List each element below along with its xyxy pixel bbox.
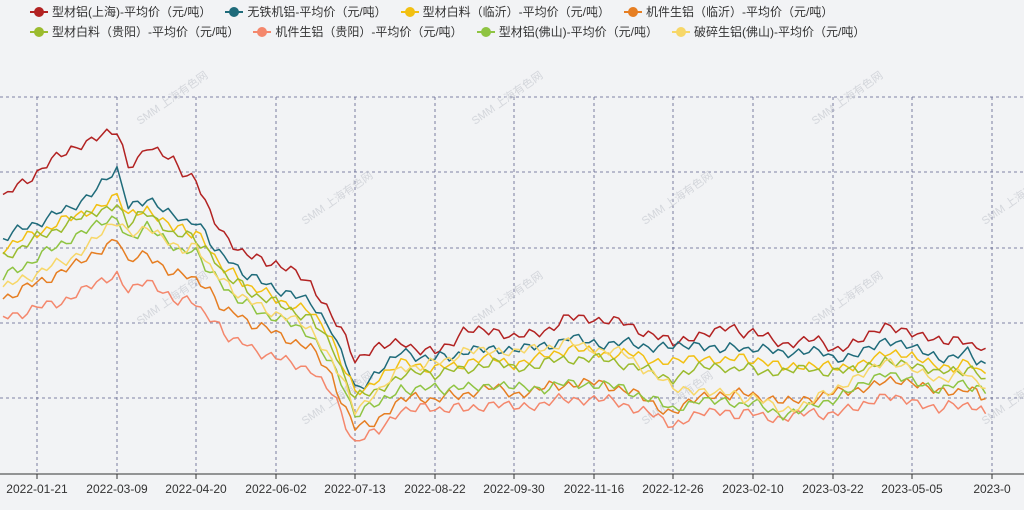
series-line	[2, 128, 986, 364]
legend-label: 无铁机铝-平均价（元/吨）	[247, 5, 387, 19]
legend-label: 型材铝(上海)-平均价（元/吨）	[52, 5, 212, 19]
watermark-text: SMM 上海有色网	[134, 68, 211, 127]
legend-item[interactable]: 型材铝(佛山)-平均价（元/吨）	[476, 23, 659, 40]
x-tick-label: 2022-11-16	[564, 482, 625, 496]
legend-item[interactable]: 型材白料（临沂）-平均价（元/吨）	[400, 3, 611, 20]
x-tick-label: 2022-03-09	[86, 482, 148, 496]
series-line	[2, 270, 987, 442]
chart-legend: 型材铝(上海)-平均价（元/吨） 无铁机铝-平均价（元/吨） 型材白料（临沂）-平均…	[30, 3, 1020, 40]
legend-label: 型材铝(佛山)-平均价（元/吨）	[498, 25, 659, 39]
legend-swatch	[30, 26, 48, 37]
legend-swatch	[672, 26, 691, 37]
legend-item[interactable]: 机件生铝（贵阳）-平均价（元/吨）	[253, 23, 463, 40]
series-line	[2, 192, 987, 396]
legend-swatch	[400, 6, 419, 17]
legend-swatch	[253, 26, 272, 37]
x-tick-label: 2022-09-30	[483, 482, 545, 496]
series-line	[2, 165, 986, 390]
x-tick-label: 2023-05-05	[881, 482, 943, 496]
x-tick-label: 2022-07-13	[324, 482, 386, 496]
legend-item[interactable]: 机件生铝（临沂）-平均价（元/吨）	[624, 3, 833, 20]
legend-swatch	[624, 6, 643, 17]
legend-label: 机件生铝（贵阳）-平均价（元/吨）	[275, 25, 463, 39]
legend-label: 破碎生铝(佛山)-平均价（元/吨）	[694, 25, 866, 39]
x-tick-label: 2022-04-20	[165, 482, 227, 496]
legend-item[interactable]: 无铁机铝-平均价（元/吨）	[225, 3, 387, 20]
watermark-text: SMM 上海有色网	[809, 268, 886, 327]
x-tick-label: 2022-01-21	[6, 482, 68, 496]
watermark-text: SMM 上海有色网	[469, 68, 546, 127]
legend-label: 机件生铝（临沂）-平均价（元/吨）	[646, 5, 834, 19]
x-tick-label: 2023-0	[973, 482, 1011, 496]
x-tick-label: 2023-03-22	[802, 482, 864, 496]
legend-swatch	[30, 6, 48, 17]
legend-item[interactable]: 型材铝(上海)-平均价（元/吨）	[30, 3, 211, 20]
legend-item[interactable]: 型材白料（贵阳）-平均价（元/吨）	[30, 23, 239, 40]
watermark-text: SMM 上海有色网	[809, 68, 886, 127]
series-line	[2, 204, 986, 399]
legend-item[interactable]: 破碎生铝(佛山)-平均价（元/吨）	[672, 23, 865, 40]
x-tick-label: 2023-02-10	[722, 482, 784, 496]
series-line	[2, 215, 987, 421]
legend-swatch	[476, 26, 495, 37]
legend-label: 型材白料（临沂）-平均价（元/吨）	[422, 5, 611, 19]
x-tick-label: 2022-06-02	[245, 482, 307, 496]
series-line	[2, 238, 986, 431]
legend-label: 型材白料（贵阳）-平均价（元/吨）	[52, 25, 240, 39]
legend-swatch	[225, 6, 244, 17]
watermark-text: SMM 上海有色网	[639, 168, 716, 227]
watermark-text: SMM 上海有色网	[979, 168, 1024, 227]
x-tick-label: 2022-08-22	[404, 482, 466, 496]
watermark-text: SMM 上海有色网	[299, 168, 376, 227]
x-tick-label: 2022-12-26	[642, 482, 704, 496]
x-axis: 2022-01-21 2022-03-09 2022-04-20 2022-06-02…	[0, 473, 1024, 496]
watermark-text: SMM 上海有色网	[469, 268, 546, 327]
series-line	[2, 223, 986, 416]
series-lines	[2, 128, 987, 442]
